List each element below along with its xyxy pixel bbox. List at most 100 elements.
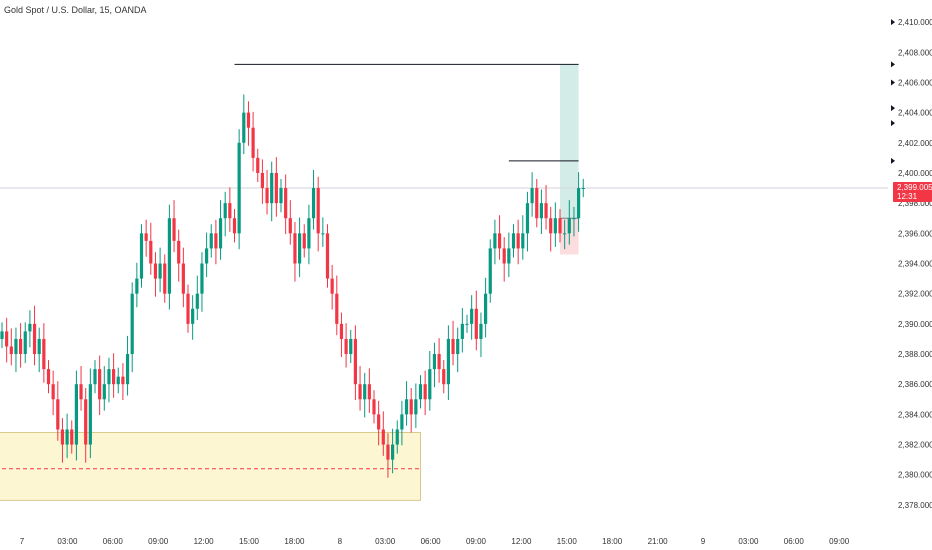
candle-body[interactable] [577,188,581,219]
candle-body[interactable] [232,218,237,234]
candle-body[interactable] [316,188,320,234]
candle-body[interactable] [367,384,371,400]
candle-body[interactable] [158,263,162,279]
candle-body[interactable] [521,233,525,249]
candle-body[interactable] [153,263,158,279]
candle-body[interactable] [218,218,223,249]
candle-body[interactable] [456,338,460,355]
candle-body[interactable] [516,233,520,249]
candle-body[interactable] [567,218,571,234]
candle-body[interactable] [79,384,83,400]
candle-body[interactable] [581,187,585,189]
candle-body[interactable] [381,429,385,445]
candle-body[interactable] [535,188,539,219]
candle-body[interactable] [177,240,181,264]
candle-body[interactable] [205,248,209,264]
candle-body[interactable] [125,354,130,385]
candle-body[interactable] [139,233,144,279]
candle-body[interactable] [288,218,292,234]
candle-body[interactable] [479,323,483,339]
candle-body[interactable] [321,233,325,235]
candle-body[interactable] [93,369,97,385]
candle-body[interactable] [377,414,381,430]
candle-body[interactable] [251,127,255,158]
candle-body[interactable] [209,233,213,249]
candle-body[interactable] [502,248,506,264]
candle-body[interactable] [42,338,46,370]
candle-body[interactable] [497,233,502,249]
candle-body[interactable] [353,338,357,385]
candle-body[interactable] [260,172,264,189]
candle-body[interactable] [214,233,218,249]
candle-body[interactable] [28,323,32,332]
candle-body[interactable] [181,263,185,294]
candle-body[interactable] [121,376,125,385]
candle-body[interactable] [246,112,251,128]
candle-body[interactable] [228,203,232,219]
candle-body[interactable] [88,384,92,445]
candle-body[interactable] [293,233,297,264]
candle-body[interactable] [23,331,27,355]
candle-body[interactable] [349,338,353,355]
candle-body[interactable] [200,263,204,294]
candle-body[interactable] [112,369,116,385]
candle-body[interactable] [274,172,278,204]
candle-body[interactable] [549,218,553,234]
candle-body[interactable] [167,218,171,294]
candle-body[interactable] [311,188,316,219]
candle-body[interactable] [107,369,111,385]
candle-body[interactable] [539,203,543,219]
candle-body[interactable] [391,444,395,460]
candle-body[interactable] [0,331,4,339]
candle-body[interactable] [423,384,427,400]
candle-body[interactable] [70,429,74,445]
candle-body[interactable] [9,346,13,355]
candle-body[interactable] [144,233,148,241]
candle-body[interactable] [172,218,176,241]
candle-body[interactable] [372,399,376,415]
candle-body[interactable] [60,429,65,445]
candle-body[interactable] [65,429,69,445]
candle-body[interactable] [404,399,409,415]
candle-body[interactable] [191,308,195,324]
candle-body[interactable] [51,384,55,400]
candle-body[interactable] [330,278,334,294]
candle-body[interactable] [474,308,478,339]
candle-body[interactable] [302,233,306,249]
candle-body[interactable] [335,293,339,324]
candle-body[interactable] [530,188,534,204]
candle-body[interactable] [493,233,497,249]
candle-body[interactable] [484,293,488,324]
candle-body[interactable] [279,188,283,204]
candle-body[interactable] [256,157,260,173]
candle-body[interactable] [451,338,455,355]
candle-body[interactable] [186,293,190,324]
candle-body[interactable] [195,293,199,309]
candle-body[interactable] [525,203,530,234]
candle-body[interactable] [358,384,362,400]
candle-body[interactable] [418,384,423,400]
candle-body[interactable] [395,429,399,445]
candle-body[interactable] [14,338,18,355]
candle-body[interactable] [149,240,153,264]
candle-body[interactable] [558,218,562,234]
candle-body[interactable] [37,338,41,355]
candle-body[interactable] [265,188,269,204]
candle-body[interactable] [32,323,37,355]
candle-body[interactable] [339,323,344,339]
candle-body[interactable] [163,263,167,294]
candle-body[interactable] [98,369,102,400]
candle-body[interactable] [553,218,557,234]
candle-body[interactable] [409,399,413,415]
candle-body[interactable] [19,338,23,355]
candle-body[interactable] [465,323,469,325]
candle-body[interactable] [5,331,9,347]
candle-body[interactable] [325,233,330,279]
candle-body[interactable] [437,354,441,370]
candle-body[interactable] [511,233,516,249]
candle-body[interactable] [223,203,227,219]
candle-body[interactable] [284,188,288,219]
candle-body[interactable] [563,233,567,235]
candle-body[interactable] [488,248,492,294]
